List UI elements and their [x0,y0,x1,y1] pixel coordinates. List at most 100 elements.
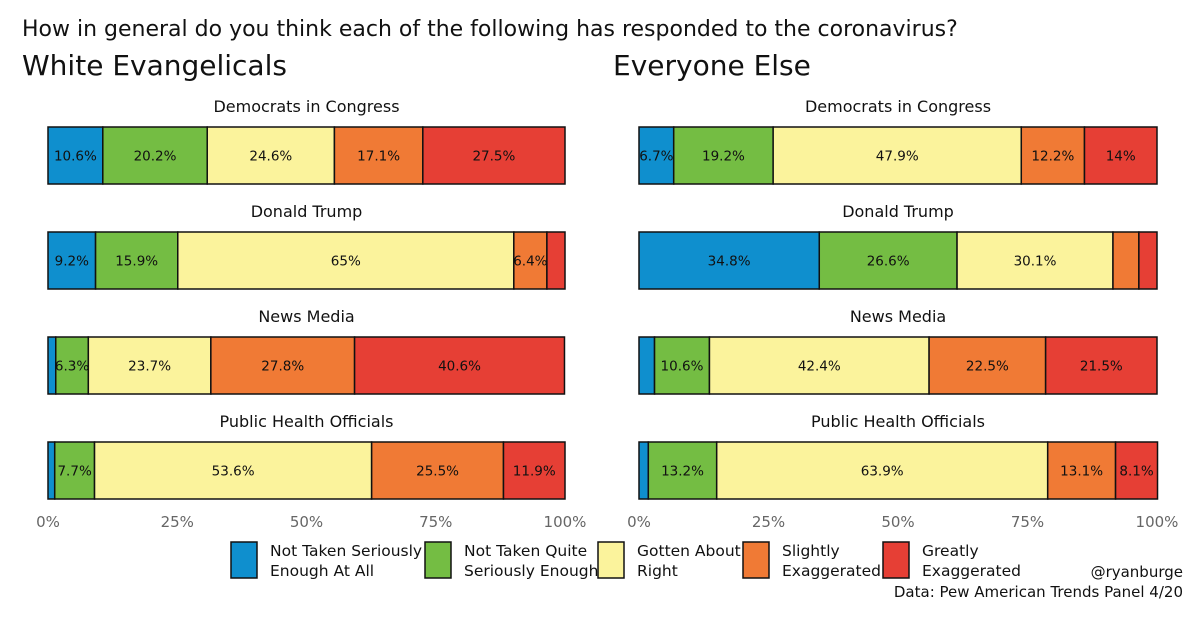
x-tick-label: 75% [1011,513,1044,531]
data-label: 6.4% [513,254,547,270]
bar-segment [928,336,1047,395]
legend-label: Right [637,562,678,580]
data-label: 63.9% [861,464,904,480]
bar-segment [708,336,930,395]
panel-title-white-evangelicals: White Evangelicals [22,49,287,82]
category-label: Democrats in Congress [805,97,991,116]
data-label: 15.9% [115,254,158,270]
category-label: News Media [850,307,946,326]
legend-label: Greatly [922,542,979,560]
data-label: 47.9% [876,149,919,165]
category-label: Public Health Officials [220,412,394,431]
x-tick-label: 50% [290,513,323,531]
data-label: 26.6% [867,254,910,270]
data-label: 17.1% [357,149,400,165]
category-label: News Media [258,307,354,326]
bar-segment [1112,231,1140,290]
data-label: 14% [1106,149,1136,165]
data-label: 53.6% [212,464,255,480]
question-title: How in general do you think each of the … [22,17,958,42]
bar-segment [47,231,97,290]
bar-segment [647,441,718,500]
bar-segment [818,231,958,290]
data-label: 9.2% [55,254,89,270]
legend-item-about_right: Gotten About Right [597,541,741,580]
data-label: 10.6% [661,359,704,375]
data-label: 34.8% [708,254,751,270]
bar-segment [47,126,104,185]
bar-segment [672,126,774,185]
chart-panel-1: Democrats in Congress 6.7% 19.2% 47.9% 12.2%… [627,97,1178,531]
bar-segment [546,231,566,290]
bar-segment [87,336,212,395]
legend-label: Exaggerated [922,562,1021,580]
legend-label: Not Taken Seriously [270,542,422,560]
chart-panel-0: Democrats in Congress 10.6% 20.2% 24.6% 17.1… [36,97,586,531]
data-label: 27.5% [472,149,515,165]
legend-item-slightly: Slightly Exaggerated [742,541,881,580]
bar-segment [1114,441,1159,500]
bar-segment [206,126,336,185]
x-tick-label: 75% [419,513,452,531]
data-label: 65% [331,254,361,270]
x-tick-label: 50% [881,513,914,531]
bar-segment [1083,126,1158,185]
bar-segment [55,336,90,395]
chart-panels: Democrats in Congress 10.6% 20.2% 24.6% 17.1… [36,97,1178,531]
bar-segment [638,336,656,395]
legend-label: Not Taken Quite [464,542,587,560]
data-label: 11.9% [513,464,556,480]
data-label: 6.7% [639,149,673,165]
category-label: Donald Trump [842,202,954,221]
data-label: 27.8% [261,359,304,375]
bar-segment [1138,231,1158,290]
legend-swatch [230,541,258,579]
legend-swatch [597,541,625,579]
category-label: Democrats in Congress [213,97,399,116]
bar-segment [513,231,548,290]
legend-item-greatly: Greatly Exaggerated [882,541,1021,580]
legend-swatch [742,541,770,579]
data-label: 42.4% [798,359,841,375]
bar-segment [210,336,356,395]
legend-item-not_at_all: Not Taken Seriously Enough At All [230,541,422,580]
bar-segment [94,231,179,290]
panel-title-everyone-else: Everyone Else [613,49,811,82]
data-label: 8.1% [1119,464,1153,480]
x-tick-label: 100% [1136,513,1179,531]
credit-text: @ryanburge [1091,563,1183,581]
data-label: 10.6% [54,149,97,165]
data-label: 21.5% [1080,359,1123,375]
data-label: 6.3% [55,359,89,375]
bar-segment [956,231,1114,290]
bar-segment [93,441,373,500]
bar-segment [1046,441,1117,500]
data-label: 20.2% [134,149,177,165]
bar-segment [353,336,566,395]
bar-segment [1044,336,1158,395]
legend-label: Gotten About [637,542,741,560]
data-label: 24.6% [249,149,292,165]
data-label: 40.6% [438,359,481,375]
x-tick-label: 25% [752,513,785,531]
legend-label: Seriously Enough [464,562,598,580]
bar-segment [638,441,650,500]
data-label: 13.2% [661,464,704,480]
x-tick-label: 0% [627,513,651,531]
category-label: Donald Trump [251,202,363,221]
bar-segment [502,441,566,500]
source-text: Data: Pew American Trends Panel 4/20 [894,583,1183,601]
bar-segment [47,441,56,500]
data-label: 12.2% [1031,149,1074,165]
legend-item-not_quite: Not Taken Quite Seriously Enough [424,541,598,580]
category-label: Public Health Officials [811,412,985,431]
x-tick-label: 25% [161,513,194,531]
legend-label: Enough At All [270,562,374,580]
x-tick-label: 0% [36,513,60,531]
bar-segment [53,441,96,500]
bar-segment [102,126,208,185]
data-label: 22.5% [966,359,1009,375]
